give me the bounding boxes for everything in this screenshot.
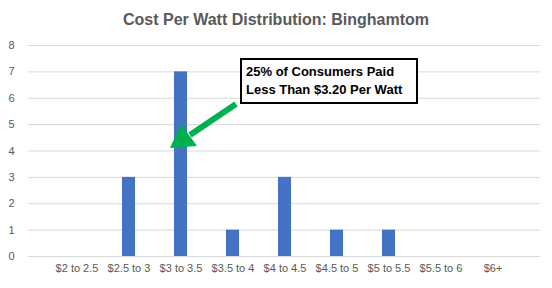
- svg-text:$5.5 to 6: $5.5 to 6: [420, 262, 463, 274]
- svg-text:$4.5 to 5: $4.5 to 5: [316, 262, 359, 274]
- svg-text:1: 1: [8, 224, 14, 236]
- svg-text:8: 8: [8, 39, 14, 51]
- svg-text:$6+: $6+: [484, 262, 503, 274]
- svg-text:$3.5 to 4: $3.5 to 4: [212, 262, 255, 274]
- svg-text:$4 to 4.5: $4 to 4.5: [264, 262, 307, 274]
- html-text:Cost Per Watt Distribution: Bi: Cost Per Watt Distribution: Binghamtom: [123, 11, 429, 28]
- svg-text:$2 to 2.5: $2 to 2.5: [56, 262, 99, 274]
- svg-text:$2.5 to 3: $2.5 to 3: [108, 262, 151, 274]
- html-text:25% of Consumers Paid Less Tha: 25% of Consumers Paid Less Than $3.20 Pe…: [246, 64, 403, 97]
- svg-text:5: 5: [8, 118, 14, 130]
- svg-text:$5 to 5.5: $5 to 5.5: [368, 262, 411, 274]
- svg-text:3: 3: [8, 171, 14, 183]
- svg-text:0: 0: [8, 250, 14, 262]
- svg-text:$3 to 3.5: $3 to 3.5: [160, 262, 203, 274]
- svg-text:4: 4: [8, 145, 14, 157]
- svg-text:2: 2: [8, 197, 14, 209]
- svg-text:7: 7: [8, 65, 14, 77]
- svg-text:6: 6: [8, 92, 14, 104]
